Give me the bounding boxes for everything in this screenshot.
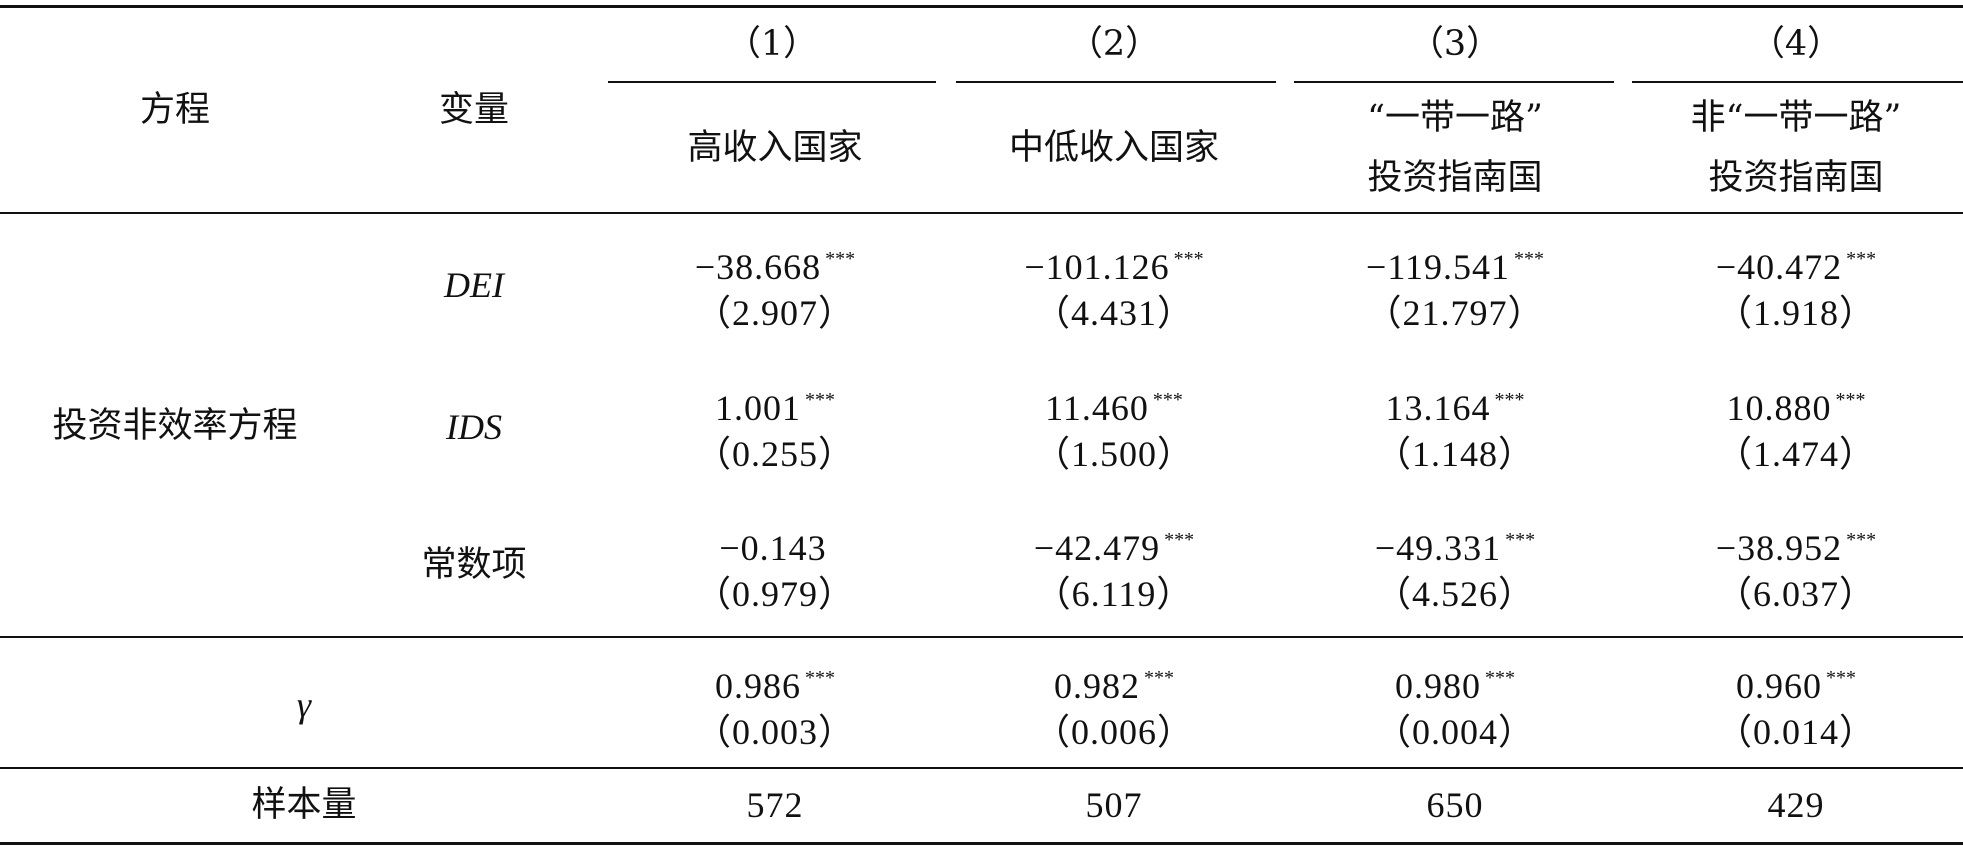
top-rule [0,5,1963,8]
coef-cell: 10.880 *** [1726,388,1866,428]
se-cell: （1.500） [1033,434,1195,474]
col1-number: （1） [725,24,819,64]
coef-cell: 11.460 *** [1045,388,1183,428]
col4-name-line2: 投资指南国 [1708,158,1884,198]
coef-cell: −49.331 *** [1374,528,1536,568]
se-cell: （2.907） [694,293,856,333]
se-cell: （1.148） [1374,434,1536,474]
col3-name-line1: “一带一路” [1367,98,1543,138]
se-cell: （1.474） [1715,434,1877,474]
se-cell: （0.004） [1374,712,1536,752]
coef-cell: −38.952 *** [1715,528,1877,568]
gamma-bottom-rule [0,767,1963,769]
sample-size-value: 507 [1085,785,1143,825]
row-var-dei: DEI [444,265,504,305]
block-bottom-rule [0,636,1963,638]
coef-cell: 0.960 *** [1736,666,1856,706]
col2-name: 中低收入国家 [1008,128,1220,168]
coef-cell: −101.126 *** [1024,247,1204,287]
coef-cell: −40.472 *** [1715,247,1877,287]
col4-underline [1632,81,1963,83]
header-bottom-rule [0,212,1963,214]
sample-size-label: 样本量 [251,785,357,825]
col3-number: （3） [1408,24,1502,64]
se-cell: （0.255） [694,434,856,474]
col1-name: 高收入国家 [687,128,863,168]
header-variable: 变量 [438,90,510,130]
se-cell: （6.037） [1715,574,1877,614]
se-cell: （6.119） [1034,574,1194,614]
sample-size-value: 650 [1426,785,1484,825]
se-cell: （0.006） [1033,712,1195,752]
se-cell: （0.003） [694,712,856,752]
coef-cell: 13.164 *** [1385,388,1525,428]
col1-underline [608,81,936,83]
se-cell: （0.979） [694,574,856,614]
row-var-constant: 常数项 [421,545,527,585]
coef-cell: −119.541 *** [1366,247,1544,287]
bottom-rule [0,842,1963,845]
sample-size-value: 572 [746,785,804,825]
coef-cell: 0.980 *** [1395,666,1515,706]
col4-name-line1: 非“一带一路” [1690,98,1902,138]
sample-size-value: 429 [1767,785,1825,825]
gamma-label: γ [296,685,312,725]
col2-number: （2） [1067,24,1161,64]
col3-name-line2: 投资指南国 [1367,158,1543,198]
se-cell: （21.797） [1365,293,1545,333]
coef-cell: 0.982 *** [1054,666,1174,706]
coef-cell: 1.001 *** [715,388,835,428]
coef-cell: −0.143 [719,528,827,568]
col4-number: （4） [1749,24,1843,64]
equation-label: 投资非效率方程 [52,406,298,446]
coef-cell: 0.986 *** [715,666,835,706]
coef-cell: −42.479 *** [1033,528,1195,568]
row-var-ids: IDS [446,407,502,447]
se-cell: （0.014） [1715,712,1877,752]
header-equation: 方程 [139,90,211,130]
se-cell: （4.526） [1374,574,1536,614]
col2-underline [956,81,1276,83]
coef-cell: −38.668 *** [694,247,856,287]
col3-underline [1294,81,1614,83]
se-cell: （1.918） [1715,293,1877,333]
se-cell: （4.431） [1033,293,1195,333]
